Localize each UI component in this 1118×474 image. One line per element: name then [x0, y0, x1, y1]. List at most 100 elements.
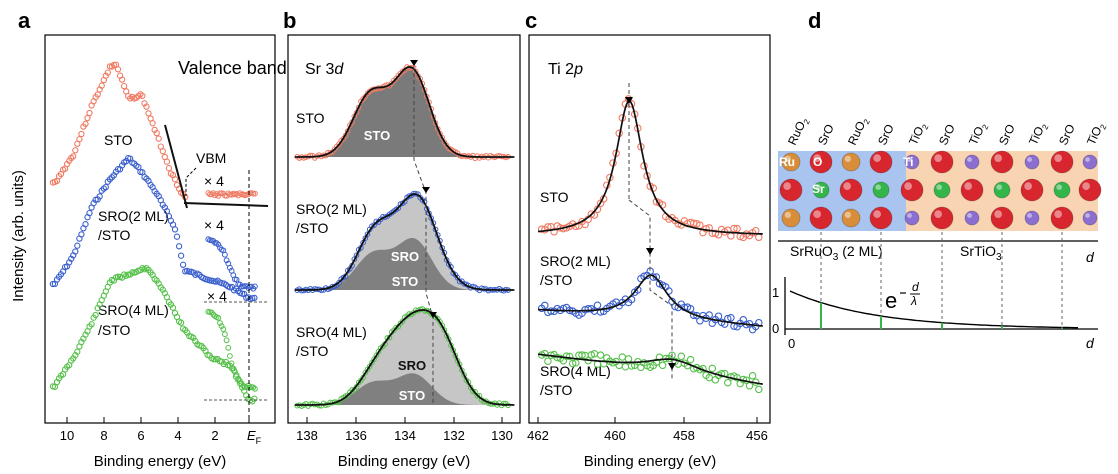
data-point: [98, 82, 105, 89]
x4-point: [232, 369, 238, 375]
x4-point: [215, 315, 222, 321]
x4-point: [223, 337, 230, 344]
data-point: [114, 166, 122, 173]
data-point: [173, 233, 181, 240]
atom-highlight: [1054, 210, 1062, 218]
data-point: [72, 147, 79, 154]
data-point: [149, 120, 156, 127]
atom-highlight: [873, 154, 882, 162]
atom-highlight: [934, 210, 943, 218]
trace-label-sro2-b: /STO: [98, 227, 131, 243]
atom-highlight: [783, 182, 792, 190]
vbm-fit-line: [164, 124, 188, 209]
trace-label-sro2: SRO(2 ML): [98, 208, 169, 224]
atom: [990, 150, 1014, 174]
data-point: [572, 222, 580, 231]
layer-label: TiO2: [1084, 120, 1109, 148]
data-point: [755, 233, 763, 242]
data-point: [714, 312, 723, 320]
data-point: [459, 367, 465, 374]
data-point: [562, 352, 571, 360]
data-point: [78, 231, 85, 238]
x4-point: [227, 264, 233, 271]
atom: [1020, 178, 1044, 202]
x4-point: [215, 241, 222, 248]
atom-highlight: [904, 182, 913, 190]
atom-highlight: [784, 155, 791, 163]
data-point: [76, 136, 83, 143]
data-point: [139, 92, 146, 99]
data-point: [49, 280, 57, 288]
sro-component-fill: [294, 310, 515, 405]
atom-highlight: [844, 211, 851, 219]
fill-label-sto: STO: [364, 128, 391, 143]
atom: [869, 150, 893, 174]
x-axis-label-b: Binding energy (eV): [338, 453, 471, 470]
y-axis-label: Intensity (arb. units): [10, 170, 27, 302]
fit-curve: [294, 193, 515, 291]
panel-letter-b: b: [283, 8, 296, 33]
x-axis-label-a: Binding energy (eV): [94, 453, 227, 470]
fit-curve: [294, 66, 515, 158]
data-point: [251, 294, 258, 302]
x4-point: [228, 360, 235, 367]
trace-label-sro4: SRO(4 ML): [98, 302, 169, 318]
peak-arrow: [429, 312, 437, 318]
x-tick-b-136: 136: [345, 428, 367, 443]
data-point: [82, 221, 89, 228]
b-label-sro4-b: /STO: [296, 343, 329, 359]
atom: [933, 181, 951, 199]
atom-highlight: [907, 157, 912, 162]
panel-a-traces: [49, 61, 269, 423]
atom: [964, 154, 980, 170]
layer-label: TiO2: [1026, 120, 1051, 148]
data-point: [565, 352, 574, 361]
atom-highlight: [1085, 157, 1091, 162]
data-point: [72, 248, 79, 255]
decay-x0: 0: [788, 336, 795, 351]
atom: [809, 206, 833, 230]
data-point: [596, 351, 605, 359]
atom: [960, 178, 984, 202]
x4-point: [252, 190, 258, 197]
x-tick-b-130: 130: [491, 428, 513, 443]
b-label-sto: STO: [296, 110, 325, 126]
data-point: [413, 68, 419, 75]
data-point: [153, 129, 160, 137]
atom: [1053, 181, 1071, 199]
panel-b-traces: STO SRO STO SRO STO: [294, 60, 515, 423]
panel-b-frame: [287, 34, 521, 424]
sto-substrate-label: SrTiO3: [960, 243, 1002, 263]
vbm-label: VBM: [196, 150, 226, 166]
data-point: [584, 305, 592, 313]
formula-e: e: [885, 288, 897, 313]
atom: [1024, 154, 1040, 170]
x4-point: [237, 190, 243, 197]
layer-label: SrO: [936, 122, 958, 147]
x4-label-2: × 4: [204, 217, 224, 233]
x-tick-b-134: 134: [394, 428, 416, 443]
data-point: [624, 355, 633, 363]
x4-label-3: × 4: [207, 288, 227, 304]
atom-highlight: [813, 154, 822, 162]
layer-label: RuO2: [785, 114, 812, 148]
data-point: [541, 301, 549, 310]
atom: [1050, 150, 1074, 174]
data-point: [724, 378, 732, 387]
atom: [900, 178, 924, 202]
x4-point: [223, 257, 230, 264]
data-point: [745, 382, 754, 390]
data-point: [84, 114, 91, 122]
atom: [839, 178, 863, 202]
data-point: [474, 393, 481, 399]
data-point: [82, 120, 89, 128]
data-point: [637, 363, 645, 372]
atom: [930, 206, 954, 230]
atom: [1082, 210, 1098, 226]
atom: [1050, 206, 1074, 230]
x-tick-c-456: 456: [746, 428, 768, 443]
peak-arrow: [410, 60, 418, 66]
formula-d: d: [912, 280, 919, 294]
data-point: [96, 193, 103, 200]
